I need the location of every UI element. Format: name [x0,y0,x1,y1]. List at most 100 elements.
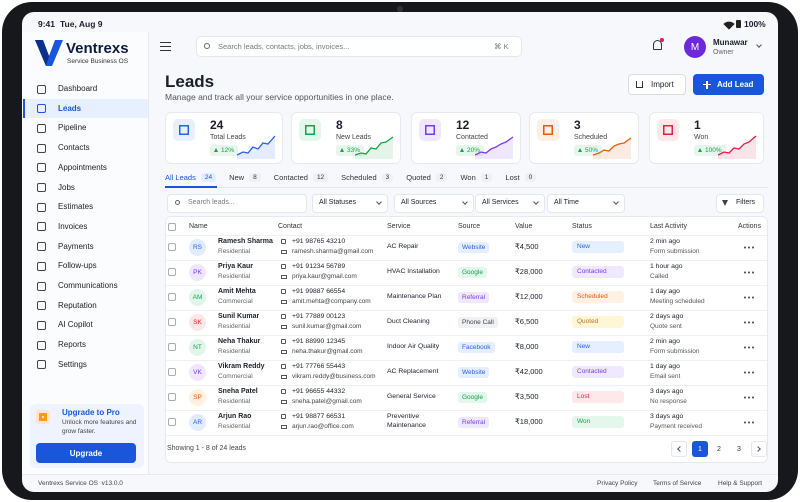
activity-note: Email sent [650,372,681,380]
lead-service: General Service [387,392,436,400]
lead-name[interactable]: Neha Thakur [218,337,261,345]
nav-item[interactable]: Estimates [58,202,94,212]
checkbox[interactable] [168,368,176,376]
tab-underline [165,186,217,188]
sparkline [237,135,276,159]
status-badge[interactable]: Scheduled [572,291,624,303]
row-actions[interactable] [743,246,755,249]
checkbox[interactable] [168,293,176,301]
filter-dropdown[interactable] [394,194,474,213]
tab[interactable]: Scheduled 3 [341,172,394,182]
row-actions[interactable] [743,421,755,424]
checkbox[interactable] [168,318,176,326]
activity-note: Meeting scheduled [650,297,705,305]
tab[interactable]: New 8 [229,172,261,182]
nav-item[interactable]: Jobs [58,182,75,192]
nav-item[interactable]: Appointments [58,162,107,172]
user-avatar[interactable]: M [684,36,706,58]
row-actions[interactable] [743,346,755,349]
status-badge[interactable]: Won [572,416,624,428]
nav-item[interactable]: Follow-ups [58,261,97,271]
filter-search-placeholder: Search leads... [188,199,235,207]
notification-bell[interactable] [653,40,662,50]
nav-item[interactable]: Communications [58,281,118,291]
upgrade-button[interactable]: Upgrade [36,443,136,463]
import-button[interactable] [628,74,686,95]
nav-icon [37,261,46,271]
tab[interactable]: Lost 0 [505,172,537,182]
nav-item[interactable]: Reputation [58,300,97,310]
checkbox[interactable] [168,418,176,426]
lead-name[interactable]: Sneha Patel [218,387,258,395]
lead-avatar: RS [189,238,206,256]
tab[interactable]: Contacted 12 [274,172,329,182]
filter-search[interactable] [167,194,307,213]
status-badge[interactable]: Quoted [572,316,624,328]
lead-email: neha.thakur@gmail.com [292,347,363,355]
footer-link[interactable]: Terms of Service [653,479,702,487]
tab[interactable]: All Leads 24 [165,172,217,182]
row-actions[interactable] [743,271,755,274]
status-badge[interactable]: New [572,241,624,253]
tab[interactable]: Quoted 2 [406,172,448,182]
crown-icon [36,410,50,424]
lead-name[interactable]: Sunil Kumar [218,312,260,320]
nav-item[interactable]: Dashboard [58,84,98,94]
nav-item[interactable]: Reports [58,340,87,350]
checkbox[interactable] [168,268,176,276]
row-actions[interactable] [743,396,755,399]
row-actions[interactable] [743,321,755,324]
prev-page[interactable] [671,441,687,457]
filter-dropdown[interactable] [547,194,625,213]
nav-item[interactable]: AI Copilot [58,320,93,330]
upgrade-text: Unlock more features and grow faster. [62,419,137,435]
lead-avatar: AR [189,413,206,431]
tab[interactable]: Won 1 [460,172,493,182]
lead-name[interactable]: Amit Mehta [218,287,256,295]
lead-name[interactable]: Arjun Rao [218,412,252,420]
search-box[interactable] [196,36,522,57]
filter-dropdown[interactable] [475,194,545,213]
status-badge[interactable]: Contacted [572,266,624,278]
row-actions[interactable] [743,371,755,374]
lead-name[interactable]: Priya Kaur [218,262,254,270]
lead-value: ₹8,000 [515,342,539,352]
nav-item[interactable]: Invoices [58,221,88,231]
lead-name[interactable]: Vikram Reddy [218,362,265,370]
checkbox[interactable] [168,393,176,401]
page-button[interactable]: 3 [737,445,741,453]
nav-item[interactable]: Pipeline [58,123,87,133]
lead-name[interactable]: Ramesh Sharma [218,237,273,245]
lead-phone: +91 77889 00123 [292,312,346,320]
nav-item[interactable]: Leads [58,103,82,113]
status-badge[interactable]: Lost [572,391,624,403]
nav-item[interactable]: Contacts [58,143,90,153]
filters-button[interactable] [716,194,764,213]
import-icon [636,81,643,88]
nav-item[interactable]: Settings [58,359,87,369]
page-button[interactable]: 1 [692,441,708,457]
nav-icon [37,143,46,153]
next-page[interactable] [751,441,767,457]
stat-change: 20% [456,145,485,156]
page-button[interactable]: 2 [717,445,721,453]
footer-link[interactable]: Help & Support [718,479,763,487]
stat-value: 12 [456,117,470,132]
status-date: Tue, Aug 9 [60,18,103,29]
filter-dropdown[interactable] [312,194,388,213]
checkbox[interactable] [168,243,176,251]
tab-count: 1 [480,172,493,182]
add-lead-button[interactable] [693,74,764,95]
activity-note: Form submission [650,247,700,255]
status-badge[interactable]: Contacted [572,366,624,378]
status-badge[interactable]: New [572,341,624,353]
lead-avatar: VK [189,363,206,381]
column-header: Actions [738,223,761,231]
row-actions[interactable] [743,296,755,299]
checkbox[interactable] [168,223,176,231]
footer-link[interactable]: Privacy Policy [597,479,638,487]
nav-item[interactable]: Payments [58,241,94,251]
lead-email: arjun.rao@office.com [292,422,354,430]
checkbox[interactable] [168,343,176,351]
nav-icon [37,340,46,350]
